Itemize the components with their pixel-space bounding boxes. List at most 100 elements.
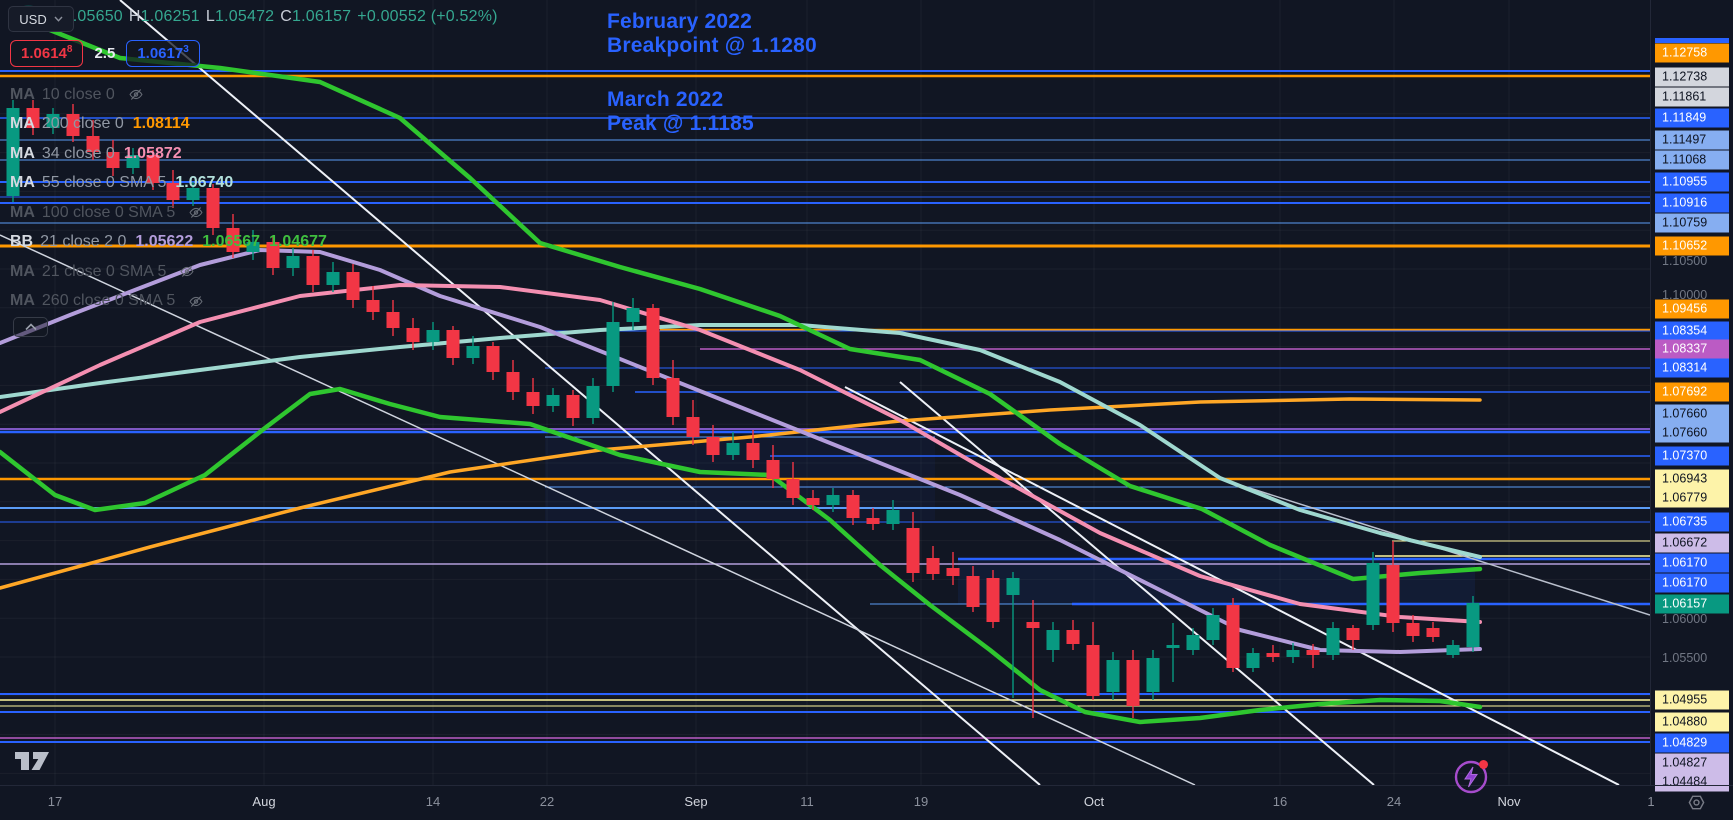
trend-line[interactable] — [899, 381, 1375, 785]
price-label-paleyellow: 1.04955 — [1655, 690, 1729, 710]
legend-row-bb-21[interactable]: BB 21 close 2 0 1.05622 1.06567 1.04677 — [10, 228, 327, 258]
close-label: C — [280, 8, 293, 25]
bb-upper-line — [27, 19, 1483, 582]
indicator-name: MA — [10, 174, 35, 192]
legend-row-ma-55[interactable]: MA 55 close 0 SMA 5 1.06740 — [10, 169, 327, 199]
indicator-params: 34 close 0 — [41, 144, 115, 162]
candle-up — [246, 242, 260, 252]
low-label: L — [205, 8, 216, 25]
time-label: 14 — [425, 794, 441, 809]
candle-up — [1146, 658, 1160, 692]
price-label-blue: 1.10955 — [1655, 172, 1729, 192]
sell-price-button[interactable]: 1.06148 — [10, 40, 84, 67]
flash-publish-button[interactable] — [1452, 756, 1488, 794]
indicator-name: MA — [10, 144, 35, 162]
candle-up — [1286, 650, 1300, 657]
indicator-params: 21 close 0 SMA 5 — [41, 262, 167, 280]
tradingview-logo-icon — [15, 752, 49, 770]
legend-row-ma-21[interactable]: MA 21 close 0 SMA 5 — [10, 257, 327, 287]
price-label-orange: 1.09456 — [1655, 299, 1729, 319]
price-label-grey: 1.12738 — [1655, 67, 1729, 87]
time-label: 11 — [800, 794, 814, 809]
candle-up — [126, 155, 140, 168]
candle-down — [1406, 623, 1420, 636]
currency-selector[interactable]: USD — [8, 6, 74, 32]
visibility-toggle[interactable] — [128, 87, 144, 102]
visibility-off-icon — [129, 89, 143, 101]
candle-up — [606, 322, 620, 386]
visibility-toggle[interactable] — [188, 205, 204, 220]
candle-down — [1386, 565, 1400, 623]
indicator-params: 260 close 0 SMA 5 — [41, 292, 176, 310]
price-label-paleyellow: 1.06943 — [1655, 469, 1729, 489]
low-value: 1.05472 — [215, 8, 275, 25]
bb-basis-line — [0, 248, 1482, 654]
annotation-line: February 2022 — [607, 10, 753, 33]
trend-line[interactable] — [0, 234, 1196, 785]
lightning-icon — [1464, 766, 1478, 788]
tradingview-logo[interactable] — [13, 747, 55, 780]
price-label-lightpurple: 1.06672 — [1655, 533, 1729, 553]
indicator-value: 1.06740 — [175, 174, 234, 192]
ohlc-readout: O1.05650H1.06251L1.05472C1.06157+0.00552… — [20, 8, 498, 26]
candle-down — [986, 578, 1000, 622]
chevron-up-icon — [24, 323, 37, 331]
indicator-params: 10 close 0 — [41, 85, 115, 103]
candle-down — [686, 417, 700, 437]
candle-down — [226, 228, 240, 252]
candle-up — [586, 386, 600, 418]
price-tick: 1.10500 — [1662, 254, 1708, 268]
price-chart-canvas[interactable] — [0, 0, 1650, 785]
high-value: 1.06251 — [140, 8, 200, 25]
price-label-blue: 1.08314 — [1655, 358, 1729, 378]
candle-up — [1106, 660, 1120, 692]
ma-200-line — [0, 397, 1482, 590]
candle-up — [1006, 578, 1020, 595]
candle-down — [966, 576, 980, 607]
open-value: 1.05650 — [63, 8, 123, 25]
candle-down — [646, 308, 660, 378]
price-scale[interactable]: 1.10500 1.10000 1.06000 1.05500 1.12758 1.127… — [1650, 0, 1733, 792]
price-label-blue: 1.06735 — [1655, 512, 1729, 532]
legend-row-ma-260[interactable]: MA 260 close 0 SMA 5 — [10, 287, 327, 317]
annotation-march-peak[interactable]: March 2022 Peak @ 1.1185 — [607, 88, 754, 136]
legend-row-ma-10[interactable]: MA 10 close 0 — [10, 80, 327, 110]
indicator-value: 1.08114 — [132, 115, 190, 133]
indicator-name: MA — [10, 262, 35, 280]
visibility-toggle[interactable] — [188, 294, 204, 309]
buy-price-button[interactable]: 1.06173 — [126, 40, 200, 67]
candle-down — [1306, 650, 1320, 655]
candle-down — [386, 312, 400, 328]
indicator-params: 200 close 0 — [41, 115, 124, 133]
annotation-line: March 2022 — [607, 88, 724, 111]
candle-down — [526, 392, 540, 406]
indicator-name: MA — [10, 292, 35, 310]
chevron-down-icon — [54, 16, 63, 22]
annotation-february-breakpoint[interactable]: February 2022 Breakpoint @ 1.1280 — [607, 10, 817, 58]
price-label-lightblue: 1.10759 — [1655, 213, 1729, 233]
time-label: Nov — [1497, 794, 1521, 809]
price-label-lightblue: 1.11068 — [1655, 150, 1729, 170]
candle-down — [506, 372, 520, 392]
time-label: 19 — [913, 794, 929, 809]
quote-row: 1.06148 2.5 1.06173 — [10, 40, 200, 67]
candle-up — [1046, 630, 1060, 650]
legend-row-ma-100[interactable]: MA 100 close 0 SMA 5 — [10, 198, 327, 228]
spread-value: 2.5 — [94, 45, 116, 62]
legend-collapse-button[interactable] — [13, 317, 48, 337]
scale-settings-icon[interactable] — [1687, 793, 1706, 817]
candle-down — [1126, 660, 1140, 706]
candle-up — [1366, 563, 1380, 625]
price-label-lightblue: 1.07660 — [1655, 404, 1729, 424]
candle-down — [1066, 630, 1080, 644]
time-label: 24 — [1386, 794, 1402, 809]
candle-up — [886, 510, 900, 524]
legend-row-ma-34[interactable]: MA 34 close 0 1.05872 — [10, 139, 327, 169]
time-label: 16 — [1272, 794, 1288, 809]
legend-row-ma-200[interactable]: MA 200 close 0 1.08114 — [10, 110, 327, 140]
time-scale[interactable]: 17 Aug 14 22 Sep 11 19 Oct 16 24 Nov 1 — [0, 785, 1733, 820]
visibility-toggle[interactable] — [179, 264, 195, 279]
price-label-blue: 1.10916 — [1655, 193, 1729, 213]
candle-up — [286, 256, 300, 268]
trend-line[interactable] — [119, 0, 1041, 785]
